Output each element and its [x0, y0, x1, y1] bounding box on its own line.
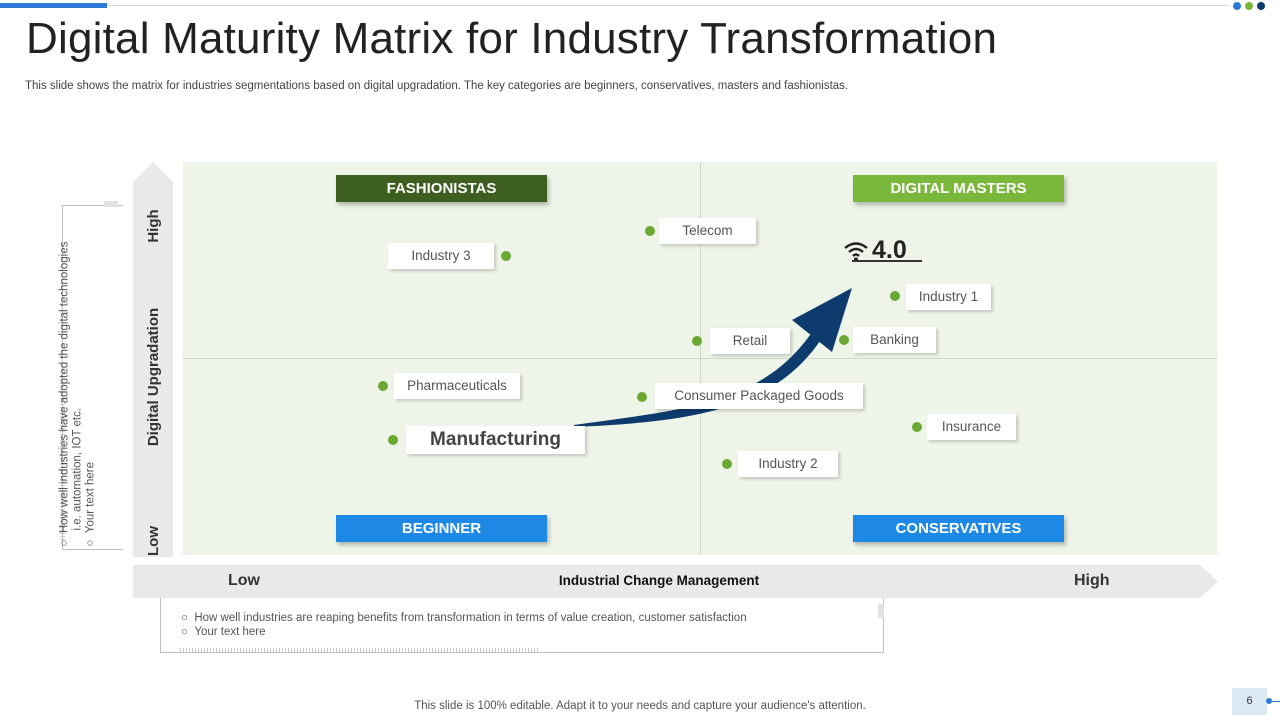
quadrant-digital-masters-label: DIGITAL MASTERS	[853, 175, 1064, 202]
retail-dot	[692, 336, 702, 346]
banking-dot	[839, 335, 849, 345]
item-banking: Banking	[853, 327, 936, 353]
footer-text: This slide is 100% editable. Adapt it to…	[414, 700, 866, 712]
item-industry-2: Industry 2	[738, 451, 838, 477]
item-pharmaceuticals: Pharmaceuticals	[394, 373, 520, 399]
page-number-dot	[1266, 698, 1272, 704]
y-axis-low-label: Low	[145, 526, 162, 556]
side-note-text: ○ How well industries have adopted the d…	[59, 202, 119, 547]
top-rule	[0, 5, 1230, 6]
industry-1-dot	[890, 291, 900, 301]
item-insurance: Insurance	[927, 414, 1016, 440]
pharmaceuticals-dot	[378, 381, 388, 391]
insurance-dot	[912, 422, 922, 432]
quadrant-beginner-label: BEGINNER	[336, 515, 547, 542]
item-industry-3: Industry 3	[388, 243, 494, 269]
x-axis-arrow	[133, 565, 1218, 598]
bottom-note-line-2: ○ Your text here	[181, 626, 266, 638]
y-axis-title: Digital Upgradation	[145, 307, 162, 447]
page-title: Digital Maturity Matrix for Industry Tra…	[26, 14, 998, 63]
page-subtitle: This slide shows the matrix for industri…	[25, 80, 849, 92]
item-industry-1: Industry 1	[906, 284, 991, 310]
side-note-ticks	[60, 380, 65, 540]
telecom-dot	[645, 226, 655, 236]
manufacturing-dot	[388, 435, 398, 445]
bottom-note-text: ○ How well industries are reaping benefi…	[181, 611, 747, 639]
item-telecom: Telecom	[659, 218, 756, 244]
quadrant-fashionistas-label: FASHIONISTAS	[336, 175, 547, 202]
page-number-line	[1267, 701, 1280, 702]
industry-2-dot	[722, 459, 732, 469]
y-axis-arrow	[133, 162, 173, 557]
wifi-icon	[844, 242, 868, 262]
industry-3-dot	[501, 251, 511, 261]
side-note-line-2: i.e. automation, IOT etc.	[71, 407, 84, 531]
decor-dot-blue	[1233, 2, 1241, 10]
bottom-note-cap	[878, 604, 884, 618]
industry-4-badge: 4.0	[872, 236, 907, 264]
side-note-line-3: ○ Your text here	[84, 461, 97, 547]
matrix-horizontal-divider	[183, 358, 1217, 359]
quadrant-conservatives-label: CONSERVATIVES	[853, 515, 1064, 542]
item-retail: Retail	[710, 328, 790, 354]
top-accent-bar	[0, 3, 107, 8]
cpg-dot	[637, 392, 647, 402]
x-axis-high-label: High	[1074, 572, 1110, 589]
bottom-note-line-1: ○ How well industries are reaping benefi…	[181, 612, 747, 624]
side-note-box	[62, 205, 123, 550]
side-note-cap	[104, 201, 118, 207]
page-number: 6	[1232, 688, 1267, 715]
item-consumer-packaged-goods: Consumer Packaged Goods	[655, 383, 863, 409]
bottom-note-ticks	[180, 648, 540, 653]
decor-dot-navy	[1257, 2, 1265, 10]
decor-dot-green	[1245, 2, 1253, 10]
y-axis-high-label: High	[145, 209, 162, 243]
side-note-line-1: ○ How well industries have adopted the d…	[58, 241, 71, 547]
x-axis-title: Industrial Change Management	[558, 573, 760, 588]
x-axis-low-label: Low	[228, 572, 260, 589]
badge-underline	[852, 260, 922, 262]
item-manufacturing: Manufacturing	[406, 426, 585, 454]
